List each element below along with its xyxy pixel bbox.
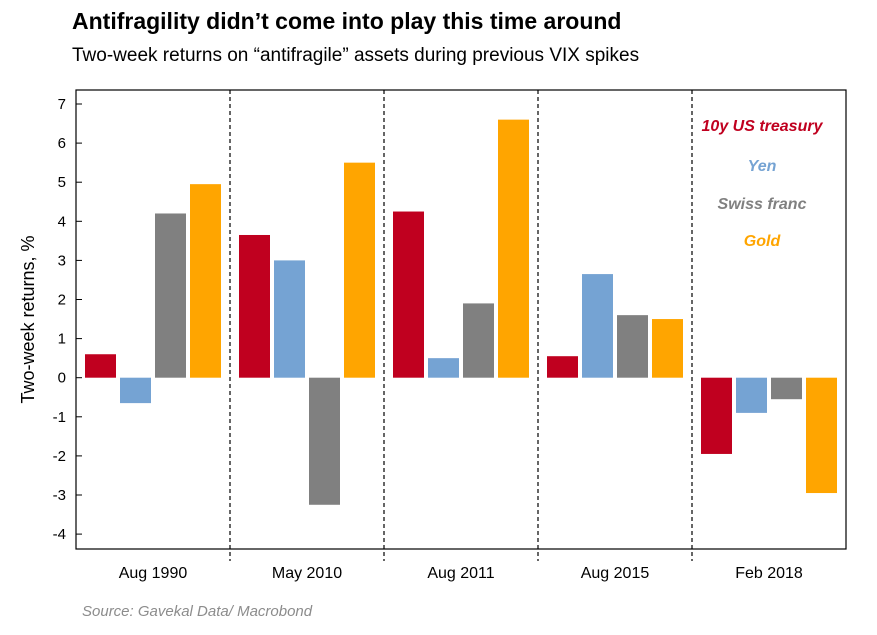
x-tick-label: May 2010 (272, 565, 342, 582)
legend-entry: Yen (748, 158, 777, 175)
bar (155, 213, 186, 378)
bar (736, 377, 767, 413)
x-tick-label: Feb 2018 (735, 565, 803, 582)
y-tick-label: 3 (58, 252, 66, 269)
y-tick-label: -1 (53, 409, 66, 426)
chart-title: Antifragility didn’t come into play this… (72, 8, 622, 34)
y-tick-label: 7 (58, 96, 66, 113)
y-axis-label: Two-week returns, % (18, 235, 38, 403)
bar (309, 377, 340, 505)
legend-entry: Swiss franc (718, 196, 807, 213)
plot-frame (75, 89, 847, 550)
bar (806, 377, 837, 494)
bar (120, 377, 151, 404)
bar (498, 119, 529, 378)
bar (85, 354, 116, 378)
x-tick-label: Aug 2011 (427, 565, 494, 582)
bar (239, 234, 270, 378)
y-tick-label: -4 (53, 526, 66, 543)
y-tick-label: 6 (58, 135, 66, 152)
y-tick-label: -3 (53, 487, 66, 504)
source-note: Source: Gavekal Data/ Macrobond (82, 603, 313, 620)
y-tick-label: 0 (58, 370, 66, 387)
y-tick-label: -2 (53, 448, 66, 465)
x-tick-label: Aug 2015 (581, 565, 650, 582)
y-tick-label: 1 (58, 331, 66, 348)
bar (701, 377, 732, 454)
bar (428, 358, 459, 378)
legend-entry: 10y US treasury (702, 118, 824, 135)
bar (652, 319, 683, 378)
y-tick-label: 2 (58, 292, 66, 309)
y-tick-label: 5 (58, 174, 66, 191)
bar (393, 211, 424, 378)
x-tick-label: Aug 1990 (119, 565, 188, 582)
bar (582, 274, 613, 378)
bar (771, 377, 802, 400)
chart-subtitle: Two-week returns on “antifragile” assets… (72, 45, 640, 66)
bar (547, 356, 578, 378)
bar (190, 184, 221, 378)
bar (274, 260, 305, 378)
bar (617, 315, 648, 378)
bar (463, 303, 494, 378)
legend-entry: Gold (744, 233, 782, 250)
y-tick-label: 4 (58, 213, 66, 230)
bar (344, 162, 375, 378)
